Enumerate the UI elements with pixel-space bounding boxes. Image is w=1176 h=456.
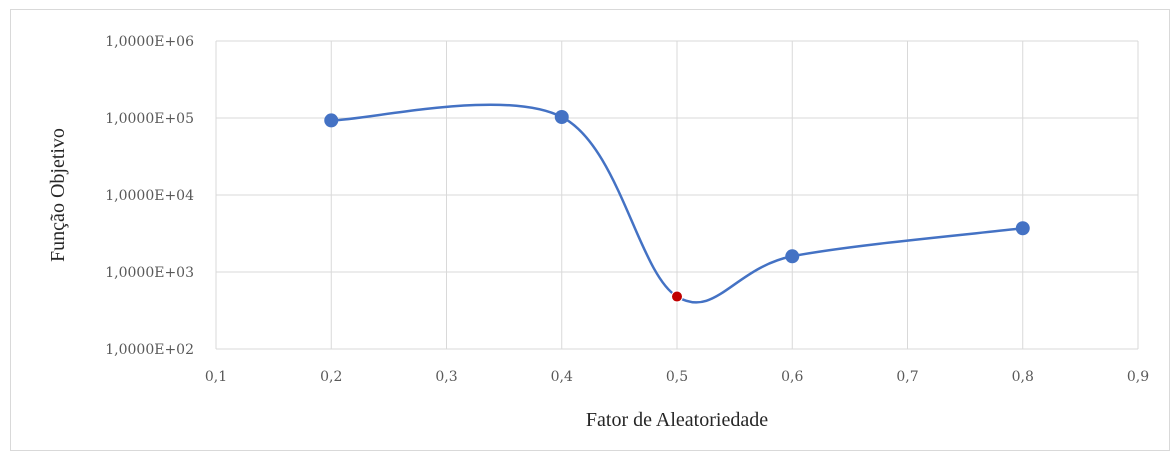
y-tick-label-3: 1,0000E+05 bbox=[105, 111, 194, 127]
chart-frame bbox=[10, 9, 1170, 451]
y-axis-title: Função Objetivo bbox=[47, 128, 69, 262]
x-tick-label-3: 0,4 bbox=[551, 369, 573, 385]
x-tick-label-2: 0,3 bbox=[435, 369, 457, 385]
x-tick-label-0: 0,1 bbox=[205, 369, 227, 385]
x-axis-title: Fator de Aleatoriedade bbox=[586, 409, 768, 431]
x-tick-labels: 0,1 0,2 0,3 0,4 0,5 0,6 0,7 0,8 0,9 bbox=[205, 369, 1149, 385]
x-tick-label-8: 0,9 bbox=[1127, 369, 1149, 385]
y-tick-label-1: 1,0000E+03 bbox=[105, 265, 194, 281]
x-tick-label-1: 0,2 bbox=[320, 369, 342, 385]
y-tick-label-2: 1,0000E+04 bbox=[105, 188, 194, 204]
data-point-0-4 bbox=[1015, 221, 1030, 236]
x-tick-label-6: 0,7 bbox=[896, 369, 918, 385]
data-point-0-2 bbox=[671, 290, 683, 303]
x-tick-label-4: 0,5 bbox=[666, 369, 688, 385]
grid-lines bbox=[215, 40, 1139, 350]
x-tick-label-7: 0,8 bbox=[1012, 369, 1034, 385]
y-tick-label-4: 1,0000E+06 bbox=[105, 34, 194, 50]
data-point-0-1 bbox=[554, 110, 569, 125]
series-layer bbox=[324, 103, 1030, 304]
x-tick-label-5: 0,6 bbox=[781, 369, 803, 385]
y-tick-labels: 1,0000E+02 1,0000E+03 1,0000E+04 1,0000E+05… bbox=[105, 34, 194, 358]
y-tick-label-0: 1,0000E+02 bbox=[105, 342, 194, 358]
data-point-0-0 bbox=[324, 113, 339, 128]
data-point-0-3 bbox=[785, 249, 800, 264]
